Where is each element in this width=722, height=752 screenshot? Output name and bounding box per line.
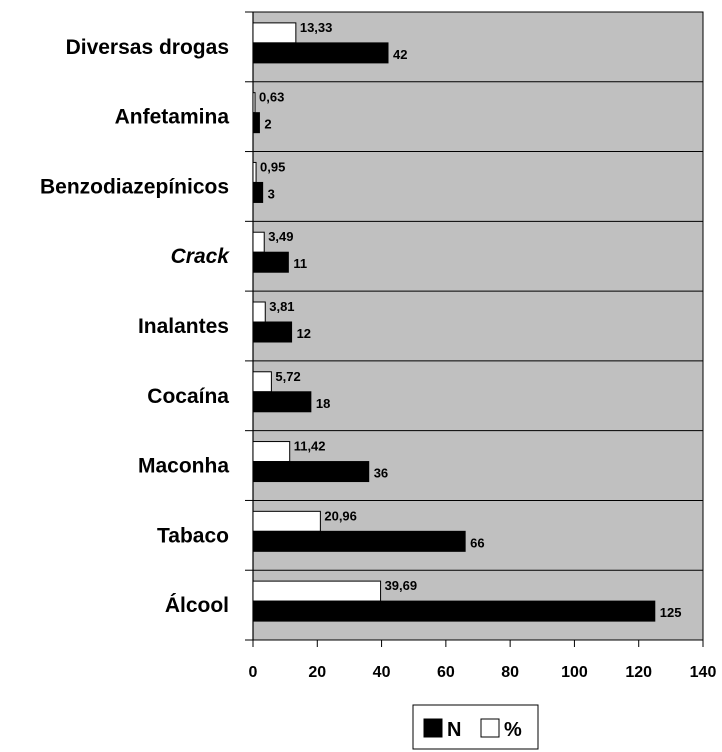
x-tick-label: 140 (690, 664, 717, 681)
x-tick-label: 80 (501, 664, 519, 681)
legend-label-percent: % (504, 719, 522, 741)
x-tick-label: 20 (308, 664, 326, 681)
data-label-percent: 11,42 (294, 439, 326, 454)
data-label-percent: 3,49 (268, 229, 293, 244)
legend-swatch-n (423, 718, 443, 738)
data-label-percent: 3,81 (269, 299, 294, 314)
bar-n (252, 530, 466, 552)
bar-n (252, 42, 389, 64)
legend-label-n: N (447, 719, 461, 741)
category-label: Maconha (138, 455, 229, 478)
data-label-percent: 39,69 (385, 578, 418, 593)
bar-percent (252, 580, 382, 602)
bar-n (252, 321, 293, 343)
data-label-n: 2 (264, 117, 271, 132)
data-label-n: 66 (470, 535, 484, 550)
bar-percent (252, 92, 256, 114)
data-label-percent: 0,63 (259, 90, 284, 105)
x-tick-label: 60 (437, 664, 455, 681)
category-label: Inalantes (138, 315, 229, 338)
data-label-n: 18 (316, 396, 330, 411)
bar-percent (252, 22, 297, 44)
bar-n (252, 181, 264, 203)
x-tick-label: 40 (373, 664, 391, 681)
category-label: Benzodiazepínicos (40, 175, 229, 198)
bar-percent (252, 441, 291, 463)
category-label: Tabaco (157, 524, 229, 547)
x-tick-label: 120 (625, 664, 652, 681)
data-label-percent: 20,96 (324, 508, 357, 523)
category-label: Crack (171, 245, 231, 268)
bar-percent (252, 161, 257, 183)
data-label-n: 11 (293, 256, 307, 271)
category-label: Anfetamina (115, 106, 230, 129)
data-label-n: 42 (393, 47, 407, 62)
bar-n (252, 391, 312, 413)
category-labels: Diversas drogas Anfetamina Benzodiazepínic… (40, 36, 230, 617)
bar-percent (252, 231, 265, 253)
data-label-n: 12 (297, 326, 311, 341)
data-label-n: 36 (374, 466, 388, 481)
legend-swatch-percent (480, 718, 500, 738)
bar-percent (252, 510, 321, 532)
data-label-percent: 5,72 (275, 369, 300, 384)
bar-n (252, 251, 289, 273)
category-label: Diversas drogas (66, 36, 229, 59)
bars (252, 22, 656, 622)
data-label-n: 125 (660, 605, 682, 620)
x-axis: 0 20 40 60 80 100 120 140 (249, 640, 717, 681)
x-tick-label: 100 (561, 664, 588, 681)
legend: N% (412, 704, 539, 750)
data-label-percent: 13,33 (300, 20, 333, 35)
bar-n (252, 461, 370, 483)
data-label-n: 3 (268, 186, 275, 201)
bar-percent (252, 371, 272, 393)
data-label-percent: 0,95 (260, 159, 285, 174)
bar-n (252, 112, 260, 134)
bar-percent (252, 301, 266, 323)
category-label: Cocaína (147, 385, 229, 408)
x-tick-label: 0 (249, 664, 258, 681)
category-label: Álcool (165, 594, 229, 617)
bar-n (252, 600, 656, 622)
